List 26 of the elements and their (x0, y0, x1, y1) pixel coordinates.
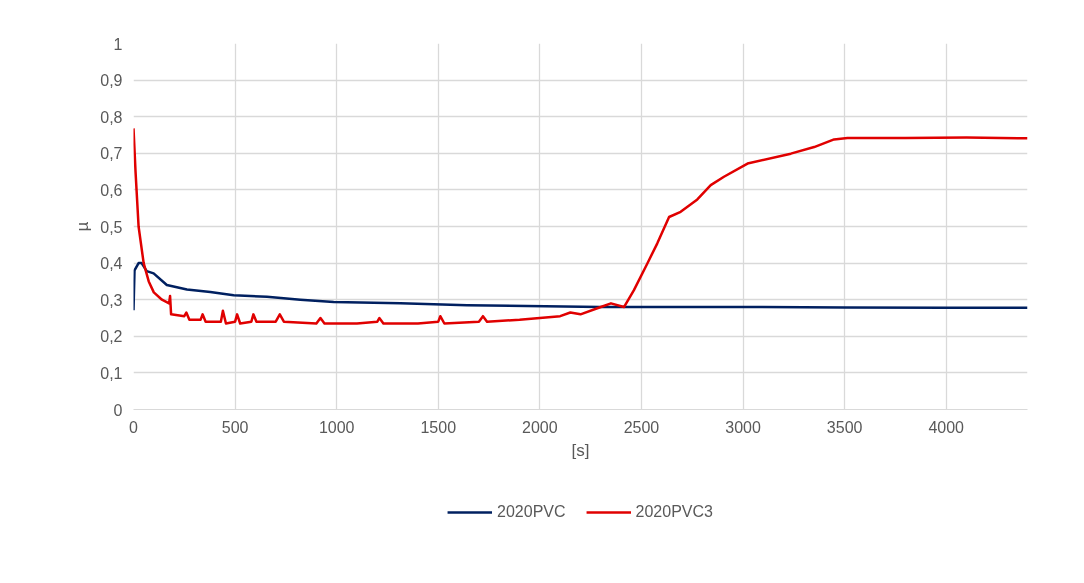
x-tick-label: 0 (129, 418, 139, 436)
x-tick-label: 2500 (623, 418, 660, 436)
y-tick-label: 0,9 (100, 72, 123, 90)
y-tick-label: 0,3 (100, 291, 123, 309)
x-tick-label: 3000 (725, 418, 761, 436)
legend-label: 2020PVC (497, 503, 566, 521)
x-tick-label: 3500 (826, 418, 863, 436)
x-tick-label: 1000 (318, 418, 355, 436)
y-tick-label: 0,5 (100, 218, 123, 236)
x-tick-label: 2000 (522, 418, 558, 436)
y-tick-label: 0 (113, 401, 123, 419)
legend-label: 2020PVC3 (635, 503, 713, 521)
x-tick-label: 1500 (420, 418, 457, 436)
line-series (133, 127, 1028, 325)
y-tick-label: 1 (113, 35, 123, 53)
x-tick-label: 500 (221, 418, 249, 436)
y-tick-label: 0,6 (100, 181, 123, 199)
x-axis-title: [s] (571, 440, 590, 460)
y-tick-label: 0,2 (100, 328, 123, 346)
y-tick-label: 0,1 (100, 364, 123, 382)
line-series (133, 261, 1028, 312)
y-tick-label: 0,7 (100, 145, 123, 163)
y-tick-label: 0,4 (100, 255, 123, 273)
y-tick-label: 0,8 (100, 108, 123, 126)
x-tick-label: 4000 (928, 418, 965, 436)
y-axis-title: µ (73, 221, 93, 232)
